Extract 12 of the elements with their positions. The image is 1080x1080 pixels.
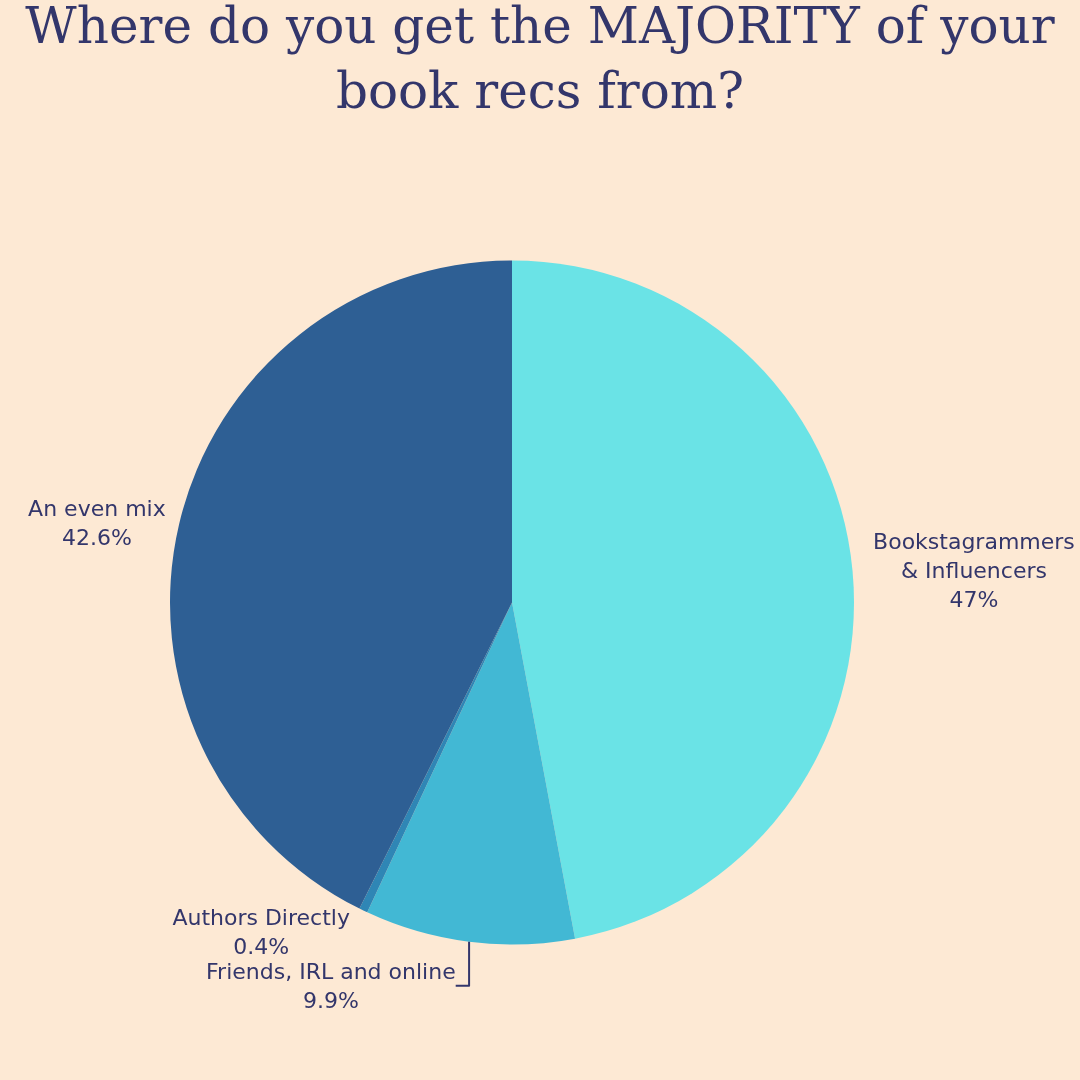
data-label: 9.9% — [302, 987, 359, 1013]
slice-label: Friends, IRL and online — [206, 959, 456, 985]
chart-title: Where do you get the MAJORITY of your book recs from? — [25, 0, 1055, 121]
slice-label: An even mix — [28, 495, 166, 521]
slice-label: Authors Directly — [172, 905, 350, 931]
pie-slice — [170, 260, 512, 909]
pie-slice — [367, 602, 576, 944]
data-label: 42.6% — [61, 524, 132, 550]
data-label: 0.4% — [233, 934, 290, 960]
pie-slice — [512, 260, 854, 939]
data-label: 47% — [949, 586, 999, 612]
slice-label: Bookstagrammers & Influencers — [873, 529, 1075, 583]
